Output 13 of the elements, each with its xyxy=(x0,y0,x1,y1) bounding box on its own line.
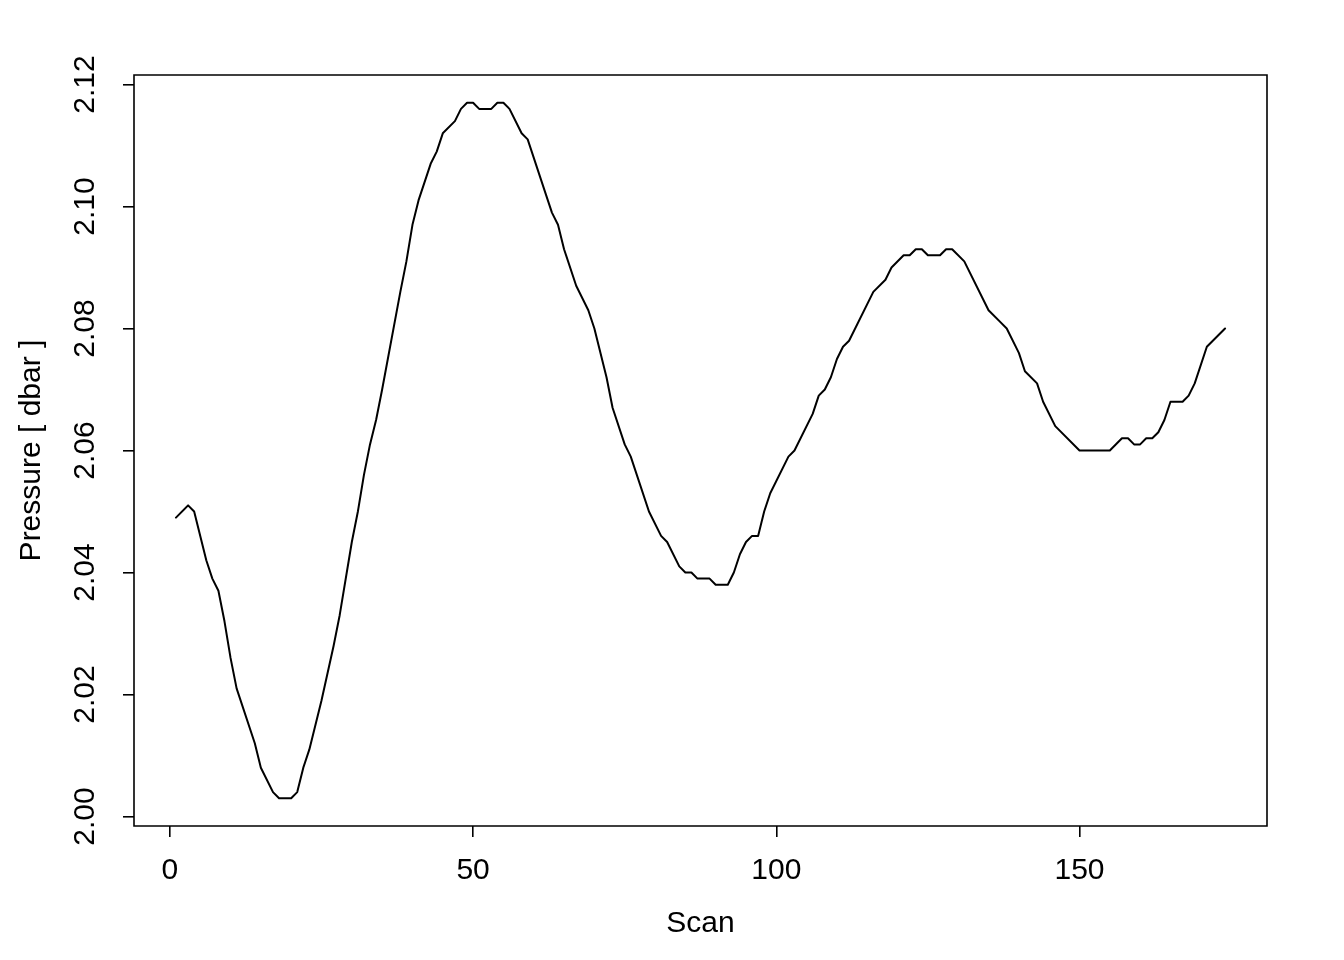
y-tick-label: 2.12 xyxy=(67,55,101,114)
y-tick-label: 2.00 xyxy=(67,787,101,846)
x-axis-title: Scan xyxy=(666,905,735,939)
y-tick-label: 2.10 xyxy=(67,177,101,236)
x-tick-label: 50 xyxy=(456,852,490,886)
y-tick-label: 2.06 xyxy=(67,421,101,480)
y-tick-label: 2.08 xyxy=(67,299,101,358)
y-tick-label: 2.04 xyxy=(67,543,101,602)
y-tick-label: 2.02 xyxy=(67,665,101,724)
y-axis-title: Pressure [ dbar ] xyxy=(13,339,47,562)
x-tick-label: 150 xyxy=(1054,852,1105,886)
x-tick-label: 0 xyxy=(161,852,179,886)
x-tick-label: 100 xyxy=(751,852,802,886)
